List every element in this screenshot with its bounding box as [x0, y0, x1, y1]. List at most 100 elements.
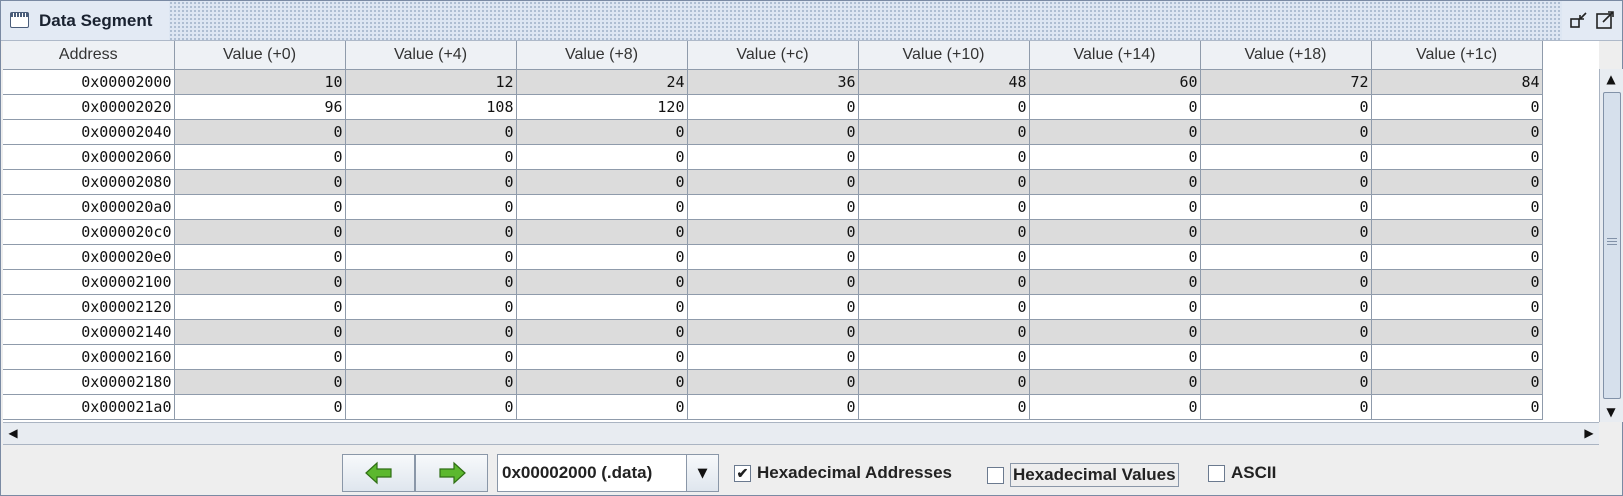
table-row[interactable]: 0x00002180 0 0 0 0 0 0 0 0: [3, 369, 1543, 395]
value-cell[interactable]: 0: [687, 94, 859, 120]
value-cell[interactable]: 0: [1029, 144, 1201, 170]
vertical-scrollbar[interactable]: ▲ ▼: [1599, 69, 1623, 422]
value-cell[interactable]: 0: [687, 319, 859, 345]
table-row[interactable]: 0x00002100 0 0 0 0 0 0 0 0: [3, 269, 1543, 295]
ascii-checkbox[interactable]: ASCII: [1208, 463, 1276, 483]
value-cell[interactable]: 0: [345, 294, 517, 320]
value-cell[interactable]: 0: [345, 144, 517, 170]
value-cell[interactable]: 0: [516, 294, 688, 320]
value-cell[interactable]: 0: [516, 169, 688, 195]
table-row[interactable]: 0x000020a0 0 0 0 0 0 0 0 0: [3, 194, 1543, 220]
value-cell[interactable]: 0: [687, 344, 859, 370]
value-cell[interactable]: 0: [174, 269, 346, 295]
value-cell[interactable]: 72: [1200, 69, 1372, 95]
value-cell[interactable]: 0: [1371, 219, 1543, 245]
scroll-right-icon[interactable]: ▶: [1584, 426, 1594, 440]
value-cell[interactable]: 0: [1200, 269, 1372, 295]
value-cell[interactable]: 0: [174, 344, 346, 370]
value-cell[interactable]: 0: [1371, 369, 1543, 395]
value-cell[interactable]: 0: [174, 319, 346, 345]
value-cell[interactable]: 0: [1200, 319, 1372, 345]
value-cell[interactable]: 0: [858, 169, 1030, 195]
value-cell[interactable]: 0: [858, 244, 1030, 270]
value-cell[interactable]: 0: [345, 194, 517, 220]
value-cell[interactable]: 0: [345, 394, 517, 420]
value-cell[interactable]: 0: [1371, 244, 1543, 270]
value-cell[interactable]: 108: [345, 94, 517, 120]
value-cell[interactable]: 0: [858, 294, 1030, 320]
horizontal-scrollbar[interactable]: ◀ ▶: [3, 422, 1599, 445]
value-cell[interactable]: 0: [345, 244, 517, 270]
previous-button[interactable]: [342, 454, 415, 492]
value-cell[interactable]: 0: [1200, 169, 1372, 195]
scroll-left-icon[interactable]: ◀: [8, 426, 18, 440]
value-cell[interactable]: 0: [858, 344, 1030, 370]
table-row[interactable]: 0x00002020 96 108 120 0 0 0 0 0: [3, 94, 1543, 120]
scroll-down-icon[interactable]: ▼: [1606, 405, 1616, 419]
hex-values-check[interactable]: [987, 466, 1004, 484]
value-cell[interactable]: 36: [687, 69, 859, 95]
value-cell[interactable]: 0: [687, 144, 859, 170]
value-cell[interactable]: 0: [1200, 119, 1372, 145]
value-cell[interactable]: 0: [345, 344, 517, 370]
table-row[interactable]: 0x000021a0 0 0 0 0 0 0 0 0: [3, 394, 1543, 420]
value-cell[interactable]: 0: [516, 344, 688, 370]
value-cell[interactable]: 0: [1029, 169, 1201, 195]
value-cell[interactable]: 24: [516, 69, 688, 95]
value-cell[interactable]: 0: [1029, 269, 1201, 295]
value-cell[interactable]: 0: [1371, 194, 1543, 220]
value-cell[interactable]: 0: [1371, 94, 1543, 120]
value-cell[interactable]: 0: [516, 244, 688, 270]
value-cell[interactable]: 0: [516, 194, 688, 220]
column-header-value[interactable]: Value (+4): [345, 41, 517, 70]
value-cell[interactable]: 0: [1200, 294, 1372, 320]
value-cell[interactable]: 0: [1200, 344, 1372, 370]
value-cell[interactable]: 0: [1371, 119, 1543, 145]
value-cell[interactable]: 0: [687, 169, 859, 195]
value-cell[interactable]: 0: [174, 244, 346, 270]
value-cell[interactable]: 0: [858, 144, 1030, 170]
column-header-value[interactable]: Value (+8): [516, 41, 688, 70]
table-row[interactable]: 0x00002060 0 0 0 0 0 0 0 0: [3, 144, 1543, 170]
maximize-icon[interactable]: [1594, 9, 1616, 31]
value-cell[interactable]: 0: [858, 119, 1030, 145]
column-header-value[interactable]: Value (+1c): [1371, 41, 1543, 70]
table-row[interactable]: 0x000020e0 0 0 0 0 0 0 0 0: [3, 244, 1543, 270]
value-cell[interactable]: 0: [516, 394, 688, 420]
hex-addresses-checkbox[interactable]: ✔ Hexadecimal Addresses: [734, 463, 952, 483]
value-cell[interactable]: 0: [687, 294, 859, 320]
value-cell[interactable]: 0: [174, 144, 346, 170]
value-cell[interactable]: 84: [1371, 69, 1543, 95]
value-cell[interactable]: 0: [858, 369, 1030, 395]
value-cell[interactable]: 0: [516, 369, 688, 395]
minimize-icon[interactable]: [1568, 9, 1590, 31]
value-cell[interactable]: 0: [1029, 94, 1201, 120]
value-cell[interactable]: 0: [1200, 369, 1372, 395]
table-row[interactable]: 0x00002160 0 0 0 0 0 0 0 0: [3, 344, 1543, 370]
value-cell[interactable]: 0: [858, 319, 1030, 345]
value-cell[interactable]: 0: [174, 394, 346, 420]
hex-values-checkbox[interactable]: Hexadecimal Values: [987, 463, 1179, 487]
value-cell[interactable]: 0: [687, 119, 859, 145]
value-cell[interactable]: 0: [687, 244, 859, 270]
value-cell[interactable]: 96: [174, 94, 346, 120]
value-cell[interactable]: 0: [516, 319, 688, 345]
column-header-value[interactable]: Value (+18): [1200, 41, 1372, 70]
vertical-scroll-thumb[interactable]: [1603, 92, 1621, 399]
table-row[interactable]: 0x00002080 0 0 0 0 0 0 0 0: [3, 169, 1543, 195]
value-cell[interactable]: 0: [174, 219, 346, 245]
value-cell[interactable]: 10: [174, 69, 346, 95]
hex-addresses-check[interactable]: ✔: [734, 464, 751, 482]
value-cell[interactable]: 0: [345, 169, 517, 195]
table-row[interactable]: 0x00002140 0 0 0 0 0 0 0 0: [3, 319, 1543, 345]
value-cell[interactable]: 0: [1200, 144, 1372, 170]
data-table-viewport[interactable]: Address Value (+0) Value (+4) Value (+8) Val…: [3, 41, 1599, 422]
value-cell[interactable]: 0: [1200, 219, 1372, 245]
value-cell[interactable]: 48: [858, 69, 1030, 95]
value-cell[interactable]: 0: [858, 94, 1030, 120]
table-row[interactable]: 0x00002120 0 0 0 0 0 0 0 0: [3, 294, 1543, 320]
value-cell[interactable]: 0: [1029, 344, 1201, 370]
value-cell[interactable]: 0: [345, 119, 517, 145]
value-cell[interactable]: 0: [1200, 194, 1372, 220]
column-header-value[interactable]: Value (+10): [858, 41, 1030, 70]
